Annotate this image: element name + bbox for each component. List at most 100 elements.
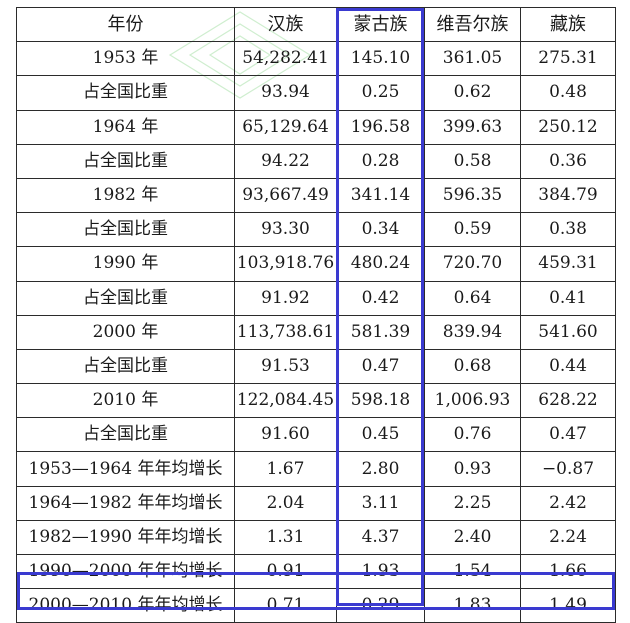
value-cell: 0.59 [424, 212, 521, 248]
value-cell: 0.38 [520, 212, 616, 248]
table-row: 1990—2000 年年均增长 0.91 1.93 1.54 1.66 [16, 553, 616, 590]
value-cell: 250.12 [520, 109, 616, 145]
table-row: 1953—1964 年年均增长 1.67 2.80 0.93 −0.87 [16, 451, 616, 487]
value-cell: 196.58 [336, 109, 425, 145]
row-label-cell: 1990—2000 年年均增长 [16, 553, 235, 590]
value-cell: 0.62 [424, 75, 521, 111]
row-label-cell: 1964—1982 年年均增长 [16, 485, 235, 521]
value-cell: 145.10 [336, 41, 425, 77]
value-cell: 122,084.45 [234, 383, 337, 419]
table-row: 占全国比重 94.22 0.28 0.58 0.36 [16, 143, 616, 179]
header-cell: 年份 [16, 6, 235, 43]
value-cell: 93.30 [234, 212, 337, 248]
row-label-cell: 1982 年 [16, 177, 235, 214]
value-cell: 1,006.93 [424, 383, 521, 419]
header-cell: 蒙古族 [336, 6, 425, 43]
value-cell: 0.91 [234, 553, 337, 590]
value-cell: 2.40 [424, 519, 521, 556]
value-cell: 0.41 [520, 280, 616, 316]
value-cell: 0.58 [424, 143, 521, 179]
row-label-cell: 占全国比重 [16, 212, 235, 248]
value-cell: 0.42 [336, 280, 425, 316]
value-cell: 0.68 [424, 348, 521, 385]
value-cell: 0.25 [336, 75, 425, 111]
table-row: 1953 年 54,282.41 145.10 361.05 275.31 [16, 41, 616, 77]
value-cell: 1.93 [336, 553, 425, 590]
table-body: 1953 年 54,282.41 145.10 361.05 275.31 占全国比重 93… [16, 41, 616, 623]
header-cell: 藏族 [520, 6, 616, 43]
value-cell: 2.04 [234, 485, 337, 521]
value-cell: 628.22 [520, 383, 616, 419]
value-cell: 1.54 [424, 553, 521, 590]
value-cell: 839.94 [424, 314, 521, 350]
value-cell: 0.45 [336, 417, 425, 453]
row-label-cell: 1990 年 [16, 246, 235, 282]
table-row: 占全国比重 93.94 0.25 0.62 0.48 [16, 75, 616, 111]
row-label-cell: 1953—1964 年年均增长 [16, 451, 235, 487]
table-row: 1990 年 103,918.76 480.24 720.70 459.31 [16, 246, 616, 282]
row-label-cell: 占全国比重 [16, 75, 235, 111]
row-label-cell: 1953 年 [16, 41, 235, 77]
value-cell: 0.71 [234, 588, 337, 623]
value-cell: 93,667.49 [234, 177, 337, 214]
value-cell: 480.24 [336, 246, 425, 282]
value-cell: 4.37 [336, 519, 425, 556]
value-cell: 0.47 [336, 348, 425, 385]
row-label-cell: 占全国比重 [16, 348, 235, 385]
value-cell: 0.34 [336, 212, 425, 248]
row-label-cell: 1982—1990 年年均增长 [16, 519, 235, 556]
value-cell: 459.31 [520, 246, 616, 282]
table-row: 占全国比重 93.30 0.34 0.59 0.38 [16, 212, 616, 248]
value-cell: 0.48 [520, 75, 616, 111]
value-cell: 0.47 [520, 417, 616, 453]
row-label-cell: 1964 年 [16, 109, 235, 145]
value-cell: 275.31 [520, 41, 616, 77]
value-cell: 0.36 [520, 143, 616, 179]
value-cell: 0.76 [424, 417, 521, 453]
row-label-cell: 占全国比重 [16, 143, 235, 179]
ethnic-population-table: 年份 汉族 蒙古族 维吾尔族 藏族 1953 年 54,282.41 145.10 3… [16, 6, 616, 623]
value-cell: 541.60 [520, 314, 616, 350]
value-cell: 54,282.41 [234, 41, 337, 77]
value-cell: 399.63 [424, 109, 521, 145]
table-header-row: 年份 汉族 蒙古族 维吾尔族 藏族 [16, 6, 616, 43]
table-row: 1964—1982 年年均增长 2.04 3.11 2.25 2.42 [16, 485, 616, 521]
value-cell: 1.66 [520, 553, 616, 590]
table-row: 1964 年 65,129.64 196.58 399.63 250.12 [16, 109, 616, 145]
table-row: 2000 年 113,738.61 581.39 839.94 541.60 [16, 314, 616, 350]
value-cell: 0.44 [520, 348, 616, 385]
value-cell: −0.87 [520, 451, 616, 487]
value-cell: 720.70 [424, 246, 521, 282]
table-row: 占全国比重 91.53 0.47 0.68 0.44 [16, 348, 616, 385]
value-cell: 2.24 [520, 519, 616, 556]
table-row: 1982—1990 年年均增长 1.31 4.37 2.40 2.24 [16, 519, 616, 556]
table-row: 占全国比重 91.60 0.45 0.76 0.47 [16, 417, 616, 453]
value-cell: 0.28 [336, 143, 425, 179]
value-cell: 361.05 [424, 41, 521, 77]
value-cell: 2.42 [520, 485, 616, 521]
value-cell: 103,918.76 [234, 246, 337, 282]
value-cell: 65,129.64 [234, 109, 337, 145]
value-cell: 2.25 [424, 485, 521, 521]
value-cell: 341.14 [336, 177, 425, 214]
value-cell: 598.18 [336, 383, 425, 419]
row-label-cell: 占全国比重 [16, 280, 235, 316]
row-label-cell: 2010 年 [16, 383, 235, 419]
header-cell: 汉族 [234, 6, 337, 43]
value-cell: 1.67 [234, 451, 337, 487]
value-cell: 91.92 [234, 280, 337, 316]
table-row: 占全国比重 91.92 0.42 0.64 0.41 [16, 280, 616, 316]
value-cell: 113,738.61 [234, 314, 337, 350]
table-row: 2000—2010 年年均增长 0.71 0.29 1.83 1.49 [16, 588, 616, 623]
value-cell: 93.94 [234, 75, 337, 111]
value-cell: 581.39 [336, 314, 425, 350]
value-cell: 2.80 [336, 451, 425, 487]
value-cell: 1.31 [234, 519, 337, 556]
table-row: 2010 年 122,084.45 598.18 1,006.93 628.22 [16, 383, 616, 419]
row-label-cell: 2000 年 [16, 314, 235, 350]
value-cell: 3.11 [336, 485, 425, 521]
table-row: 1982 年 93,667.49 341.14 596.35 384.79 [16, 177, 616, 214]
value-cell: 596.35 [424, 177, 521, 214]
value-cell: 94.22 [234, 143, 337, 179]
